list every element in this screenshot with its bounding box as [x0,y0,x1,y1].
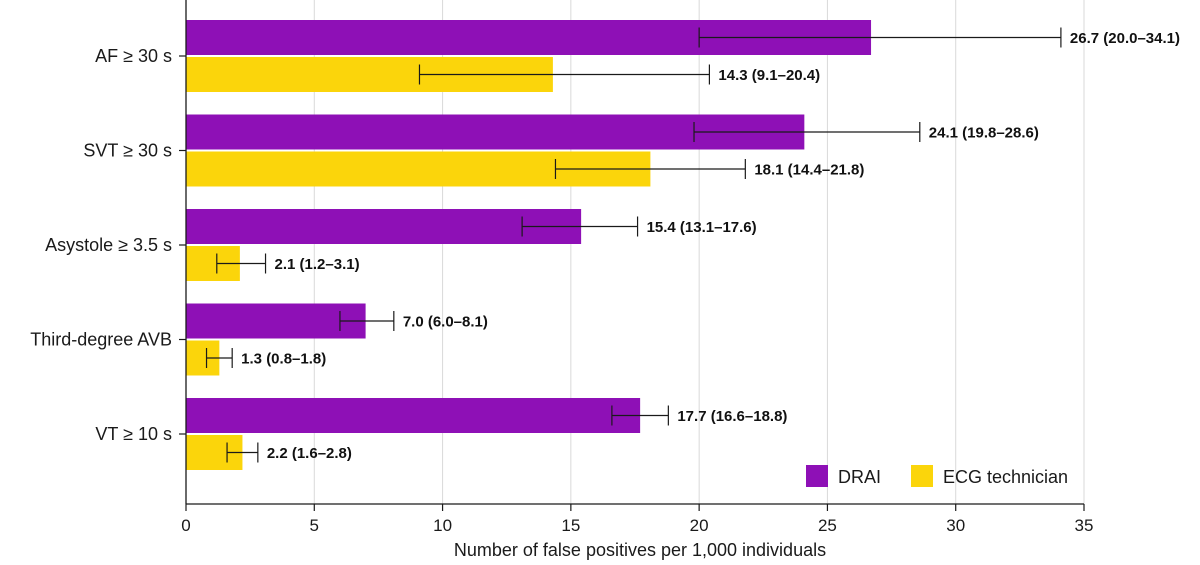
error-bar-drai-3 [339,311,395,331]
category-label-4: VT ≥ 10 s [95,424,172,444]
legend-swatch [911,465,933,487]
x-tick-label-20: 20 [690,516,709,535]
data-label-ecg-technician-3: 1.3 (0.8–1.8) [241,351,326,368]
category-label-2: Asystole ≥ 3.5 s [45,235,172,255]
data-label-ecg-technician-4: 2.2 (1.6–2.8) [267,445,352,462]
legend-swatch [806,465,828,487]
data-label-drai-4: 17.7 (16.6–18.8) [677,408,787,425]
data-labels: 26.7 (20.0–34.1) 14.3 (9.1–20.4) 24.1 (19.… [241,30,1180,462]
x-tick-label-25: 25 [818,516,837,535]
error-bar-drai-0 [698,27,1062,48]
error-bar-drai-1 [693,122,921,142]
legend-item-drai: DRAI [806,465,881,487]
error-bar-ecg-technician-1 [554,159,746,179]
x-tick-label-15: 15 [561,516,580,535]
x-axis-title: Number of false positives per 1,000 indi… [454,540,826,560]
data-label-drai-0: 26.7 (20.0–34.1) [1070,30,1180,47]
legend: DRAI ECG technician [806,465,1068,487]
category-label-1: SVT ≥ 30 s [83,141,172,161]
error-bar-drai-4 [611,405,669,426]
legend-label: ECG technician [943,467,1068,487]
legend-item-ecg-technician: ECG technician [911,465,1068,487]
error-bar-drai-2 [521,216,639,237]
category-label-3: Third-degree AVB [30,330,172,350]
error-bar-ecg-technician-0 [418,64,711,85]
x-tick-label-35: 35 [1075,516,1094,535]
bar-drai-2 [186,209,582,244]
data-label-drai-2: 15.4 (13.1–17.6) [647,219,757,236]
bar-drai-3 [186,303,366,339]
bar-drai-4 [186,398,641,433]
axes: AF ≥ 30 s SVT ≥ 30 s Asystole ≥ 3.5 s Third… [30,0,1093,535]
x-tick-label-30: 30 [946,516,965,535]
x-tick-label-0: 0 [181,516,190,535]
error-bar-ecg-technician-2 [216,253,267,274]
bars [186,20,1062,470]
data-label-drai-1: 24.1 (19.8–28.6) [929,125,1039,142]
data-label-ecg-technician-0: 14.3 (9.1–20.4) [718,67,820,84]
x-tick-label-5: 5 [310,516,319,535]
error-bar-ecg-technician-3 [205,348,233,368]
x-tick-label-10: 10 [433,516,452,535]
error-bar-ecg-technician-4 [226,442,259,463]
category-label-0: AF ≥ 30 s [95,46,172,66]
legend-label: DRAI [838,467,881,487]
data-label-drai-3: 7.0 (6.0–8.1) [403,314,488,331]
data-label-ecg-technician-2: 2.1 (1.2–3.1) [275,256,360,273]
data-label-ecg-technician-1: 18.1 (14.4–21.8) [754,162,864,179]
